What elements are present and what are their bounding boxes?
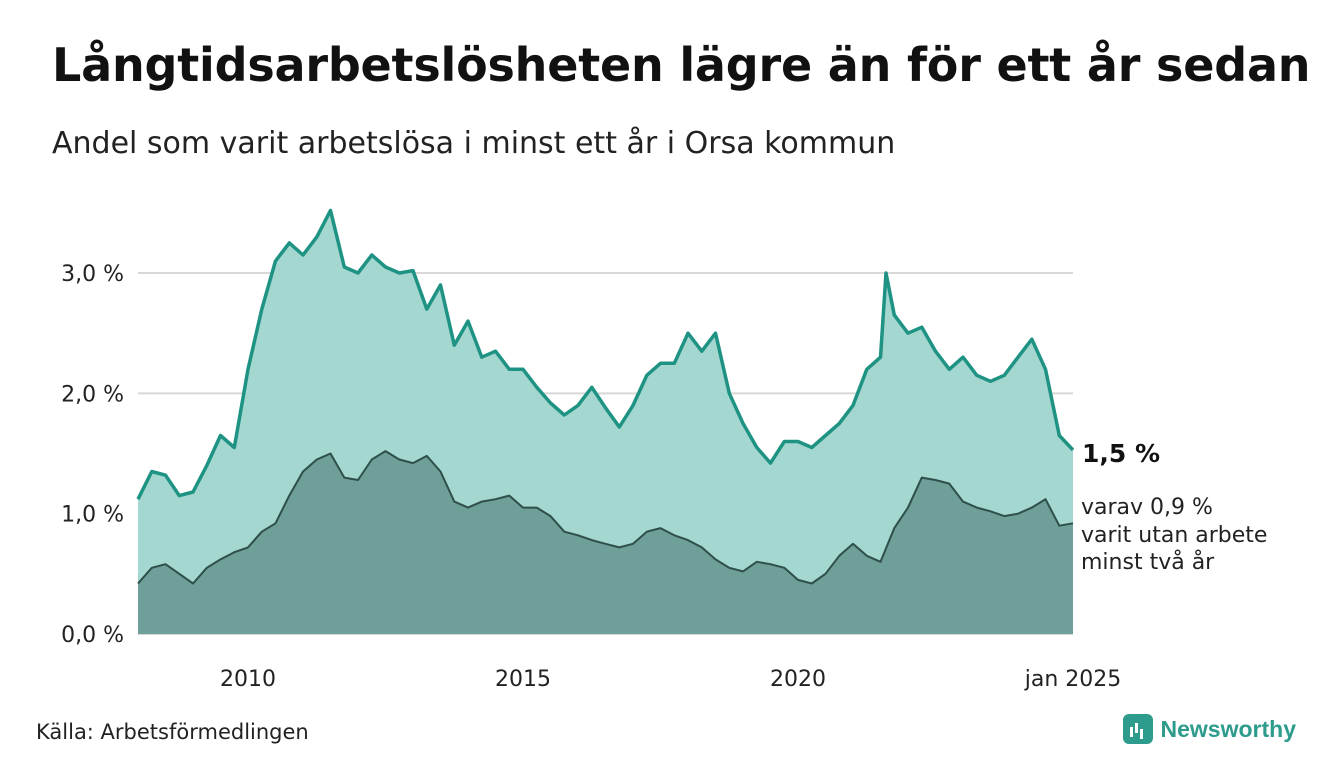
x-tick-label: jan 2025 <box>1024 667 1122 692</box>
chart-subtitle: Andel som varit arbetslösa i minst ett å… <box>52 126 896 161</box>
series-tva-ar-line <box>137 450 1074 585</box>
y-tick-label: 1,0 % <box>61 503 124 528</box>
chart-bubble-icon <box>1122 714 1153 744</box>
y-tick-label: 2,0 % <box>61 382 124 407</box>
series-ett-ar-line <box>136 208 1075 500</box>
end-label-sub-line1: varav 0,9 % <box>1081 495 1213 520</box>
y-tick-label: 3,0 % <box>61 262 124 287</box>
end-label-main: 1,5 % <box>1082 439 1160 468</box>
x-tick-label: 2010 <box>220 667 276 692</box>
axis-labels: 0,0 % 1,0 % 2,0 % 3,0 % 2010 2015 2020 jan 2025 <box>61 262 1121 692</box>
series-tva-ar-area <box>138 451 1073 634</box>
y-tick-label: 0,0 % <box>61 623 124 648</box>
x-tick-label: 2020 <box>770 667 826 692</box>
x-tick-label: 2015 <box>495 667 551 692</box>
source-note: Källa: Arbetsförmedlingen <box>36 720 309 744</box>
area-chart: 0,0 % 1,0 % 2,0 % 3,0 % 2010 2015 2020 jan 2025… <box>61 208 1267 692</box>
end-label-sub-line3: minst två år <box>1081 549 1215 575</box>
brand-logo[interactable]: Newsworthy <box>1122 714 1296 744</box>
brand-name: Newsworthy <box>1160 715 1296 742</box>
chart-title: Långtidsarbetslösheten lägre än för ett … <box>52 38 1311 92</box>
end-labels: 1,5 % varav 0,9 % varit utan arbete mins… <box>1081 439 1267 575</box>
end-label-sub-line2: varit utan arbete <box>1081 523 1267 548</box>
area-layer <box>136 208 1075 634</box>
